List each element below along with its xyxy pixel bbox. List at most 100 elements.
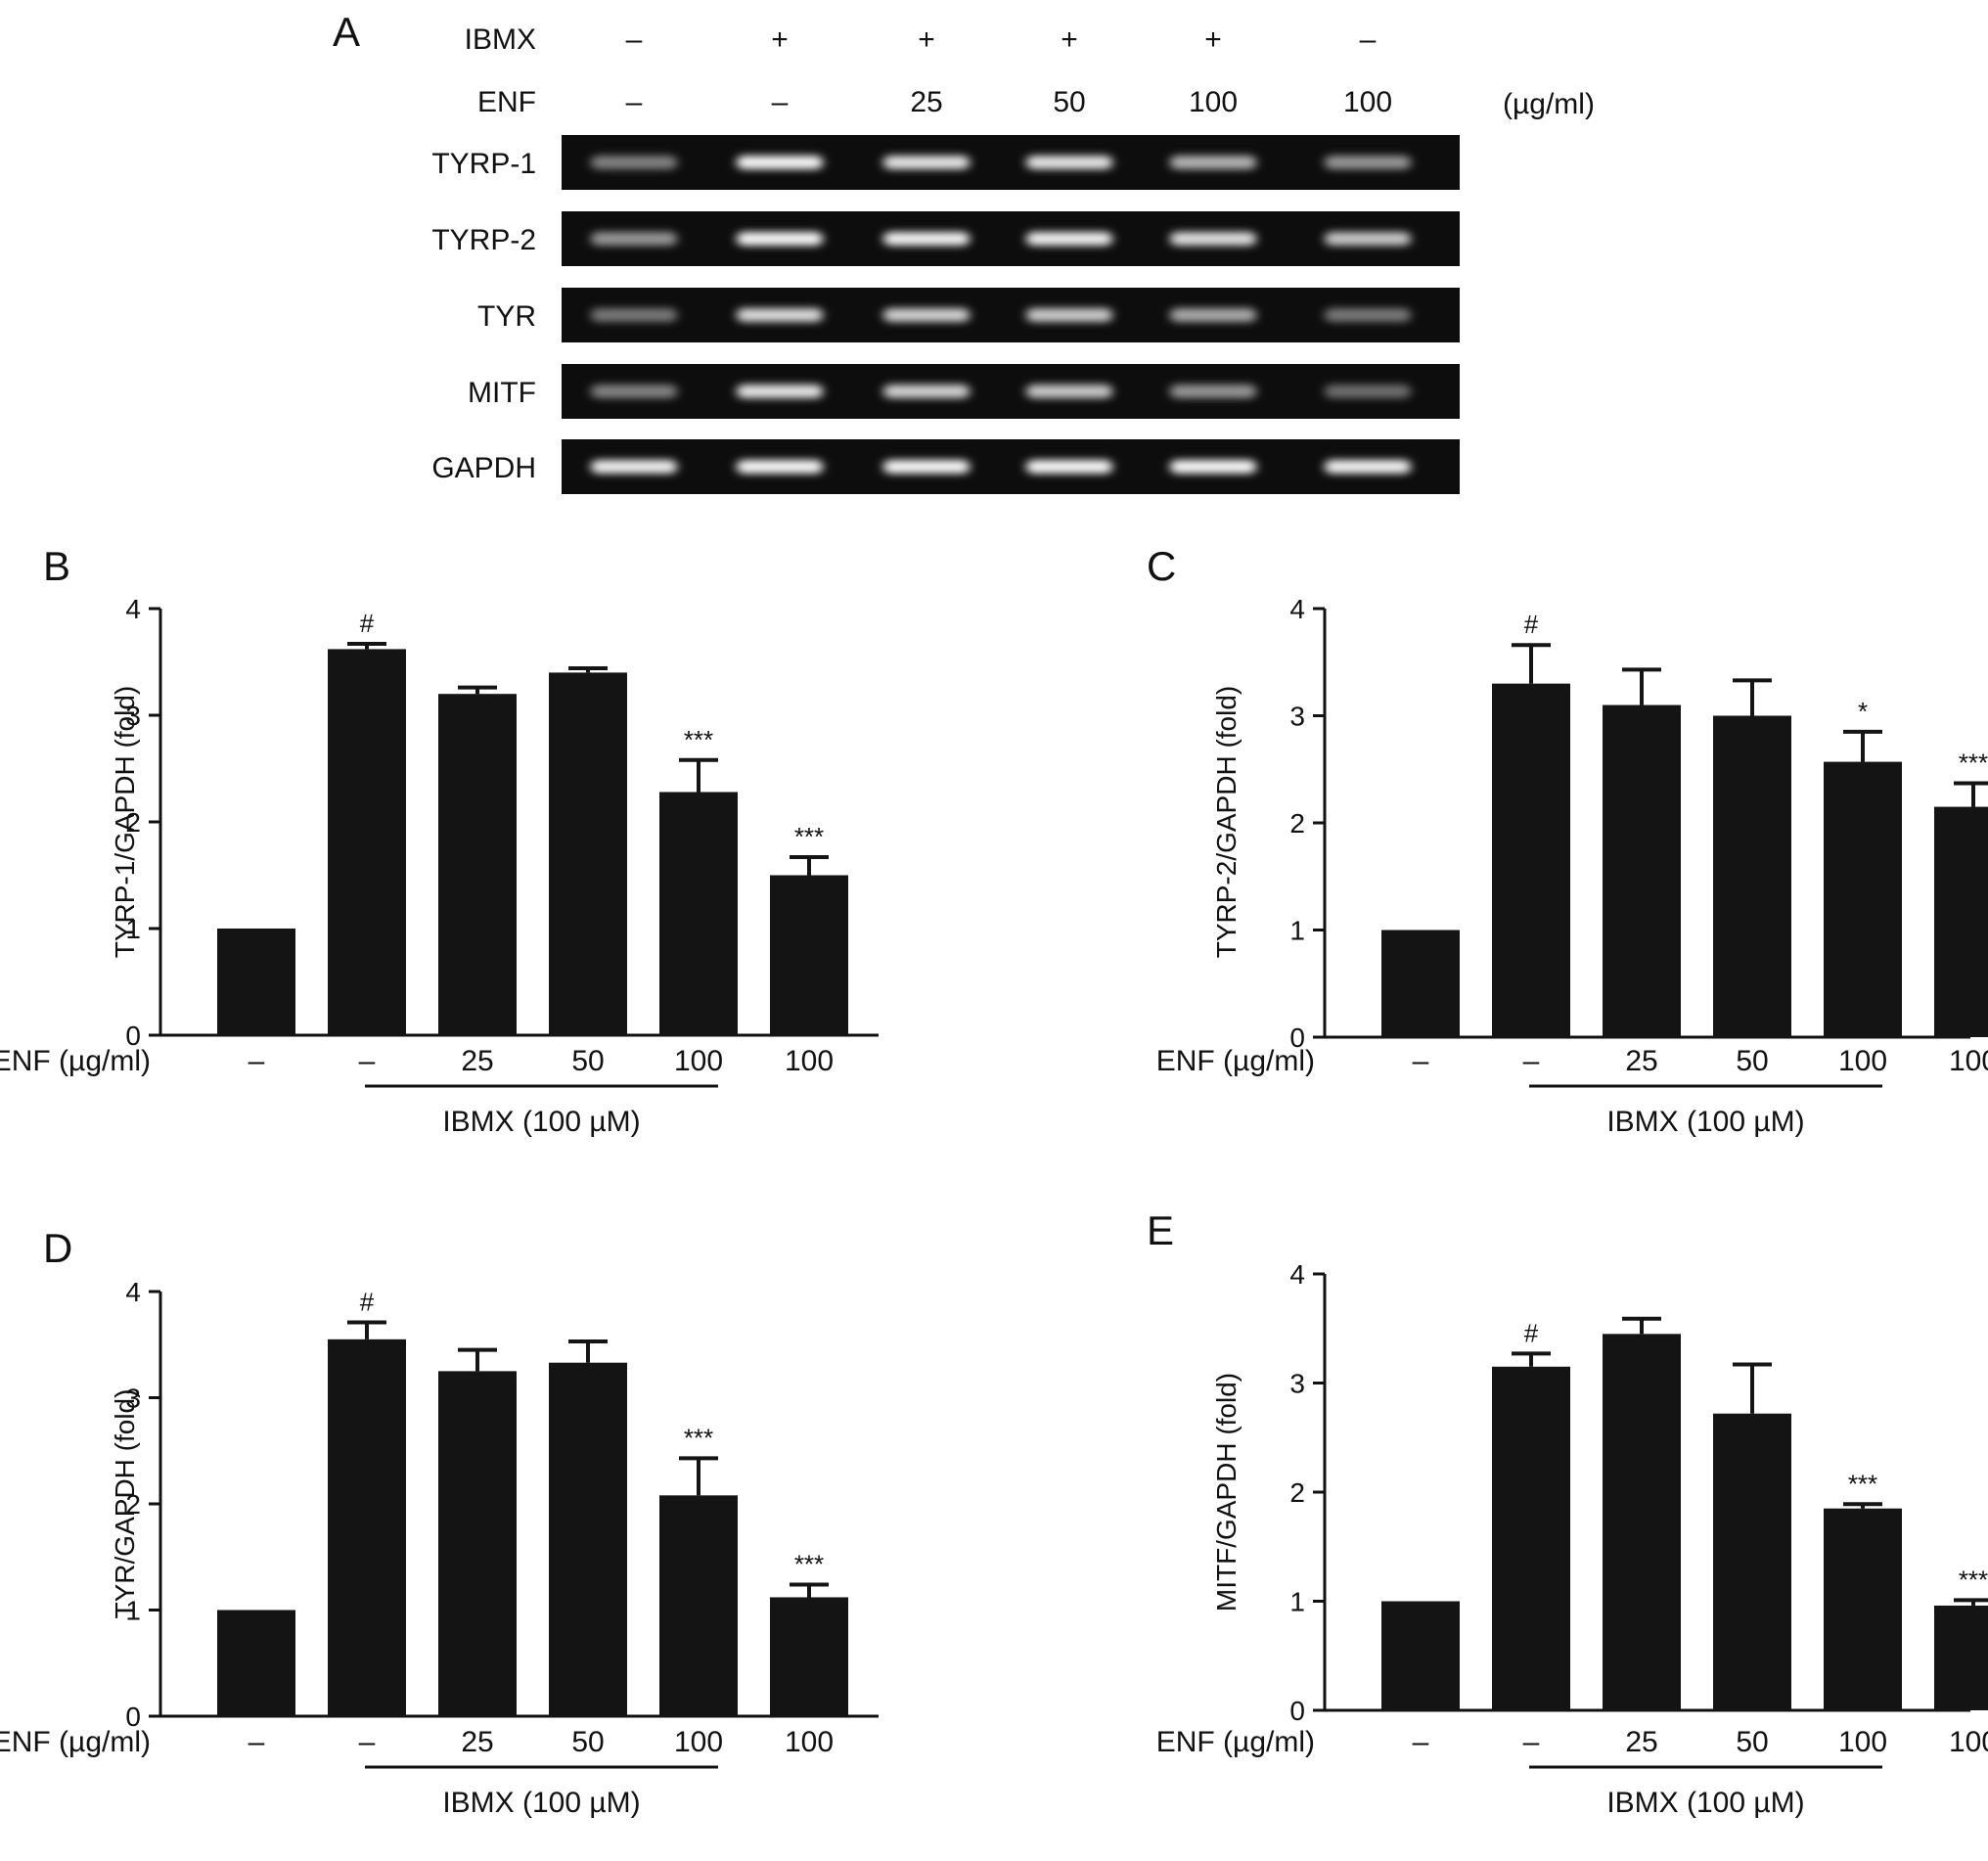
- bar: [1713, 1413, 1791, 1710]
- gel-band: [591, 232, 677, 246]
- significance-mark: #: [360, 1287, 375, 1316]
- header-row-value: –: [626, 86, 643, 118]
- x-prefix-label: ENF (µg/ml): [1156, 1045, 1315, 1077]
- bar: [659, 1495, 738, 1716]
- x-category-label: 25: [1625, 1045, 1657, 1077]
- header-row-value: +: [771, 23, 789, 56]
- x-category-label: 100: [785, 1045, 834, 1077]
- bar: [1381, 930, 1460, 1037]
- bar: [549, 672, 627, 1035]
- bar: [770, 875, 848, 1035]
- significance-mark: #: [360, 609, 375, 638]
- x-category-label: 50: [571, 1726, 604, 1758]
- bar: [438, 1371, 517, 1716]
- panel-a-gel: A IBMX – + + + + – ENF – – 25 50 100 100 (µg/ml) TYRP-1 T…: [333, 9, 1595, 494]
- y-tick-label: 3: [125, 1384, 141, 1414]
- gel-band: [1325, 156, 1411, 169]
- header-row-value: +: [1204, 23, 1222, 56]
- chart-panel-b: B 0 1 2 3 4 TYRP-1/GAPDH (fold) – # – 25 50 *** 100 **…: [0, 543, 879, 1138]
- x-category-label: 100: [674, 1726, 723, 1758]
- gel-band: [883, 460, 970, 474]
- y-axis-label: TYR/GAPDH (fold): [110, 1389, 140, 1619]
- x-prefix-label: ENF (µg/ml): [0, 1045, 151, 1077]
- bar: [1492, 683, 1570, 1037]
- x-category-label: –: [359, 1726, 376, 1758]
- significance-mark: ***: [684, 725, 713, 754]
- bar: [549, 1362, 627, 1716]
- bar: [1492, 1366, 1570, 1710]
- bar: [1824, 761, 1902, 1037]
- gel-band: [1170, 156, 1256, 169]
- significance-mark: #: [1524, 1318, 1539, 1347]
- gel-band: [1170, 308, 1256, 322]
- y-axis-label: MITF/GAPDH (fold): [1211, 1373, 1242, 1611]
- header-row-value: –: [772, 86, 789, 118]
- x-category-label: 100: [1838, 1045, 1887, 1077]
- group-label: IBMX (100 µM): [442, 1106, 640, 1138]
- y-axis-label: TYRP-2/GAPDH (fold): [1211, 686, 1242, 959]
- y-tick-label: 2: [1289, 808, 1305, 839]
- y-tick-label: 1: [1289, 1587, 1305, 1617]
- bar: [1603, 1334, 1681, 1710]
- y-tick-label: 2: [1289, 1477, 1305, 1508]
- header-row-value: –: [1360, 23, 1377, 56]
- x-category-label: –: [359, 1045, 376, 1077]
- group-label: IBMX (100 µM): [1606, 1106, 1804, 1138]
- panel-e-letter: E: [1147, 1207, 1174, 1253]
- significance-mark: ***: [1848, 1469, 1877, 1498]
- x-category-label: –: [248, 1726, 265, 1758]
- bar: [1713, 715, 1791, 1037]
- gel-strip-tyrp-2: [562, 211, 1460, 266]
- group-label: IBMX (100 µM): [1606, 1787, 1804, 1819]
- x-category-label: 100: [1949, 1726, 1988, 1758]
- x-category-label: –: [1523, 1726, 1540, 1758]
- bar: [1381, 1601, 1460, 1710]
- x-category-label: 50: [1736, 1726, 1768, 1758]
- significance-mark: ***: [794, 822, 824, 851]
- y-tick-label: 4: [1289, 1259, 1305, 1290]
- panel-c-letter: C: [1147, 543, 1176, 589]
- gel-strip-tyr: [562, 288, 1460, 342]
- gel-band: [883, 385, 970, 398]
- gene-label-tyr: TYR: [477, 300, 536, 333]
- gel-band: [737, 308, 823, 322]
- gel-band: [591, 156, 677, 169]
- header-row-value: –: [626, 23, 643, 56]
- x-category-label: 100: [785, 1726, 834, 1758]
- y-tick-label: 1: [125, 1596, 141, 1626]
- y-tick-label: 3: [1289, 702, 1305, 732]
- significance-mark: ***: [1959, 748, 1988, 777]
- gel-band: [591, 460, 677, 474]
- gel-strip-mitf: [562, 364, 1460, 419]
- y-axis-label: TYRP-1/GAPDH (fold): [110, 686, 140, 959]
- gene-label-gapdh: GAPDH: [431, 452, 536, 484]
- chart-panel-e: E 0 1 2 3 4 MITF/GAPDH (fold) – # – 25 50 *** 100 *** 1…: [1147, 1207, 1988, 1819]
- y-tick-label: 4: [125, 1277, 141, 1307]
- gel-strip-tyrp-1: [562, 135, 1460, 190]
- gel-band: [737, 385, 823, 398]
- gel-band: [1026, 232, 1112, 246]
- x-category-label: –: [1413, 1726, 1429, 1758]
- y-tick-label: 1: [125, 914, 141, 944]
- header-row-label-enf: ENF: [477, 86, 536, 118]
- gel-band: [883, 308, 970, 322]
- y-tick-label: 4: [125, 594, 141, 624]
- bar: [1603, 704, 1681, 1037]
- bar: [217, 929, 295, 1035]
- y-tick-label: 0: [1289, 1022, 1305, 1053]
- x-category-label: –: [248, 1045, 265, 1077]
- gel-band: [737, 460, 823, 474]
- gel-band: [1170, 460, 1256, 474]
- bar: [659, 792, 738, 1035]
- gel-band: [1026, 385, 1112, 398]
- x-category-label: 50: [571, 1045, 604, 1077]
- x-category-label: –: [1523, 1045, 1540, 1077]
- header-row-label-ibmx: IBMX: [465, 23, 536, 56]
- gel-band: [1170, 232, 1256, 246]
- gel-band: [1170, 385, 1256, 398]
- y-tick-label: 2: [125, 807, 141, 838]
- gene-label-tyrp-1: TYRP-1: [431, 148, 536, 180]
- y-tick-label: 0: [1289, 1696, 1305, 1726]
- significance-mark: #: [1524, 610, 1539, 639]
